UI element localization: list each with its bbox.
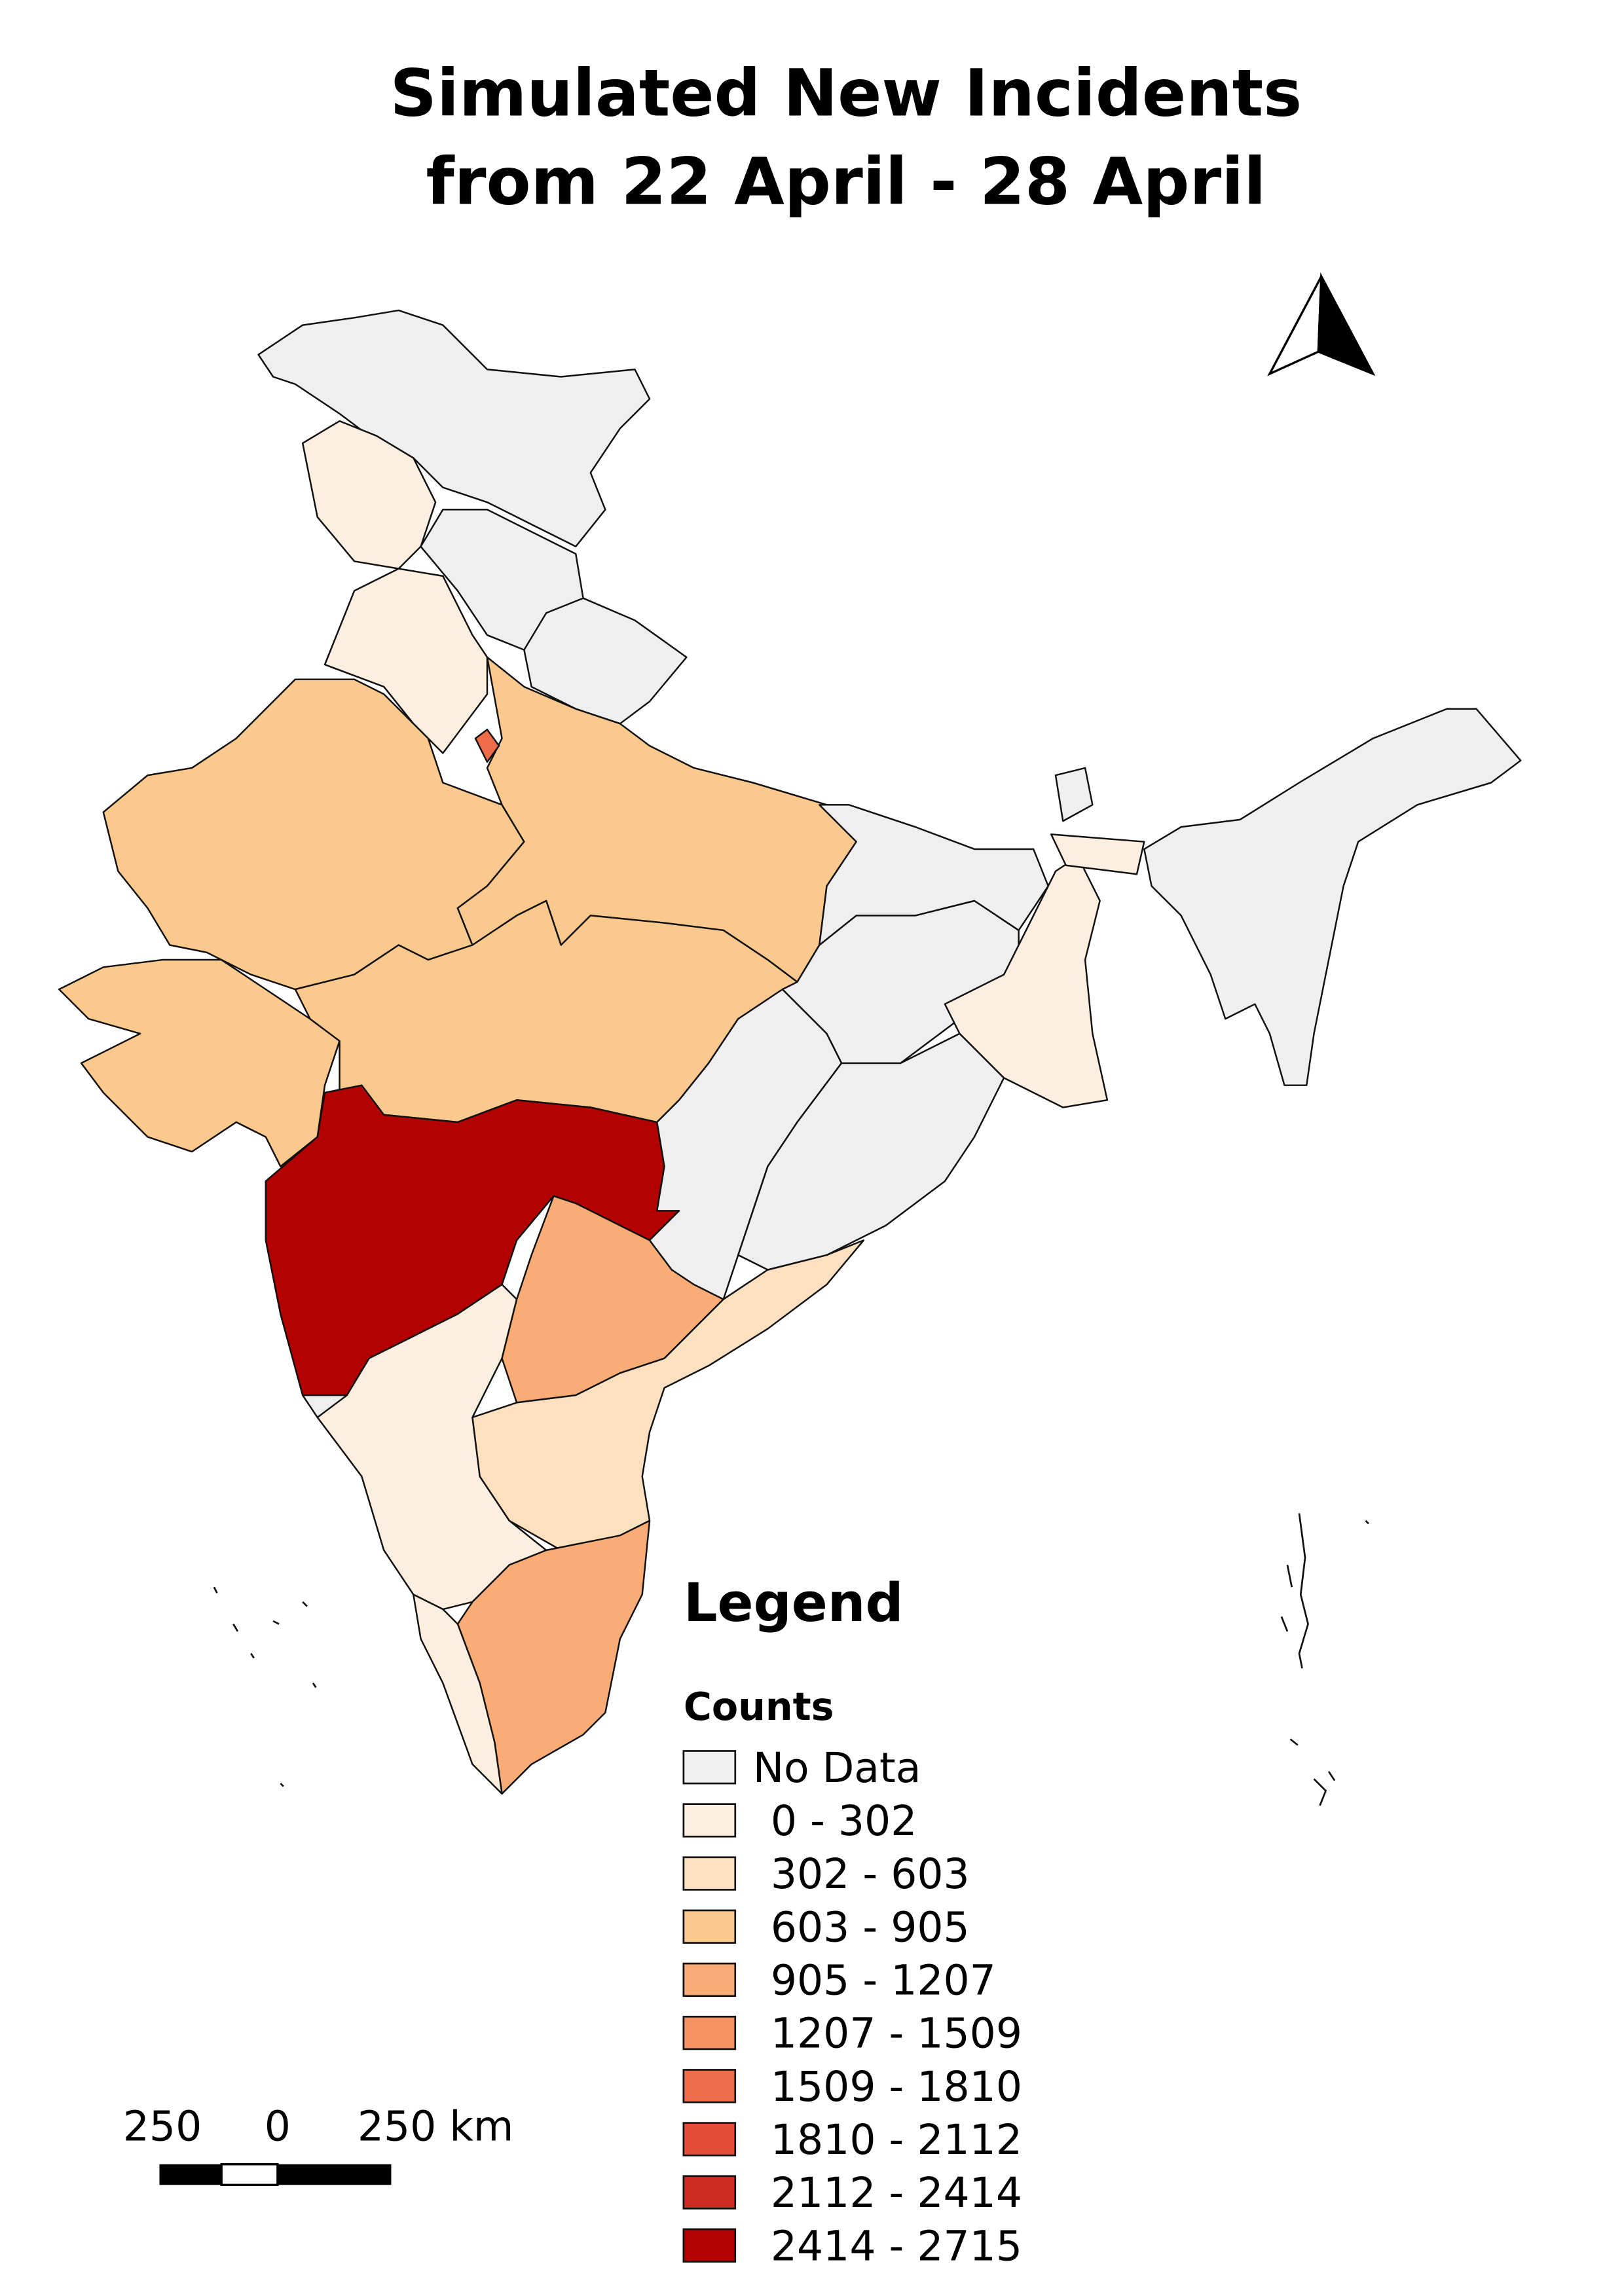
north-arrow-left	[1267, 276, 1323, 376]
legend-label: 1810 - 2112	[771, 2115, 1022, 2164]
island	[1280, 1513, 1336, 1806]
scale-bar: 250 0 250 km	[123, 2102, 514, 2187]
north-arrow	[1267, 272, 1376, 376]
legend-swatch	[682, 1856, 737, 1891]
legend-label: 302 - 603	[771, 1850, 970, 1898]
legend-label: 603 - 905	[771, 1903, 970, 1951]
state-region	[323, 568, 489, 754]
state-region	[413, 1594, 503, 1795]
legend-swatch	[682, 2122, 737, 2157]
legend-label: No Data	[753, 1743, 921, 1792]
legend-swatch	[682, 2069, 737, 2104]
north-arrow-right	[1317, 272, 1376, 376]
legend-label: 2112 - 2414	[771, 2168, 1022, 2217]
scale-segment	[159, 2164, 222, 2185]
legend-label: 905 - 1207	[771, 1956, 996, 2004]
state-region	[1054, 767, 1094, 822]
legend-subtitle: Counts	[684, 1685, 834, 1729]
title-line: Simulated New Incidents	[390, 56, 1302, 131]
state-region	[257, 309, 651, 548]
island	[213, 1520, 1369, 1787]
legend-swatch	[682, 1750, 737, 1785]
state-region	[301, 420, 437, 570]
state-region	[944, 855, 1109, 1108]
state-region	[1050, 833, 1145, 875]
title-line: from 22 April - 28 April	[426, 145, 1266, 220]
state-region	[523, 597, 688, 725]
map-regions	[58, 309, 1522, 1795]
legend-swatch	[682, 2015, 737, 2050]
scale-segment	[220, 2163, 279, 2187]
legend-label: 1207 - 1509	[771, 2009, 1022, 2058]
legend-swatch	[682, 1962, 737, 1997]
scale-label: 250	[123, 2102, 202, 2151]
legend-swatch	[682, 1909, 737, 1944]
legend-swatch	[682, 1803, 737, 1838]
legend-label: 0 - 302	[771, 1796, 917, 1845]
legend-label: 1509 - 1810	[771, 2062, 1022, 2111]
scale-segment	[277, 2164, 392, 2185]
state-region	[58, 958, 341, 1167]
scale-label: 0	[265, 2102, 291, 2151]
legend-swatch	[682, 2228, 737, 2263]
legend-label: 2414 - 2715	[771, 2221, 1022, 2270]
state-region	[1143, 708, 1522, 1086]
scale-label: 250 km	[358, 2102, 514, 2151]
state-region	[819, 804, 1049, 946]
legend-title: Legend	[684, 1573, 904, 1634]
state-region	[474, 729, 500, 763]
legend-swatch	[682, 2175, 737, 2210]
islands	[213, 1513, 1369, 1806]
